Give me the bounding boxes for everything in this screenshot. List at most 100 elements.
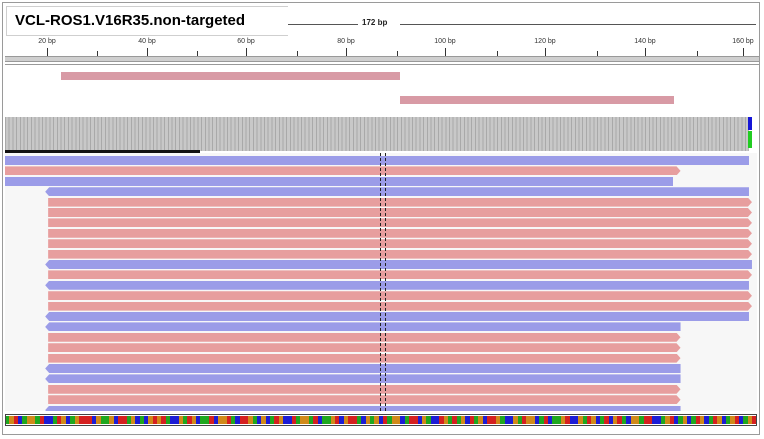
sequence-base: [35, 416, 40, 424]
read-alignment[interactable]: [48, 343, 680, 352]
sequence-base: [378, 416, 383, 424]
sequence-base: [491, 416, 496, 424]
ruler-minor-tick: [397, 51, 398, 56]
sequence-base: [474, 416, 479, 424]
sequence-base: [673, 416, 679, 424]
sequence-base: [126, 416, 131, 424]
sequence-base: [747, 416, 753, 424]
ruler-minor-tick: [697, 51, 698, 56]
ruler-tick: [147, 48, 148, 56]
sequence-base: [183, 416, 188, 424]
sequence-base: [552, 416, 557, 424]
read-alignment[interactable]: [48, 229, 752, 238]
sequence-base: [526, 416, 531, 424]
sequence-base: [587, 416, 592, 424]
sequence-base: [48, 416, 53, 424]
read-alignment[interactable]: [5, 166, 681, 175]
sequence-base: [265, 416, 270, 424]
sequence-base: [626, 416, 631, 424]
read-alignment[interactable]: [45, 312, 749, 321]
read-alignment[interactable]: [48, 239, 752, 248]
read-alignment[interactable]: [45, 260, 752, 269]
read-alignment[interactable]: [48, 291, 752, 300]
sequence-base: [691, 416, 696, 424]
sequence-base: [700, 416, 705, 424]
sequence-base: [639, 416, 644, 424]
sequence-base: [343, 416, 349, 424]
sequence-base: [26, 416, 32, 424]
span-label: 172 bp: [362, 18, 388, 27]
read-alignment[interactable]: [45, 187, 749, 197]
read-alignment[interactable]: [48, 385, 680, 394]
sequence-base: [365, 416, 370, 424]
sequence-base: [556, 416, 561, 424]
read-alignment[interactable]: [48, 270, 752, 279]
ruler-tick-label: 20 bp: [38, 38, 56, 45]
sequence-base: [91, 416, 97, 424]
ruler-tick: [246, 48, 247, 56]
sequence-base: [713, 416, 718, 424]
sequence-base: [461, 416, 466, 424]
sequence-base: [83, 416, 88, 424]
sequence-base: [678, 416, 683, 424]
sequence-base: [135, 416, 140, 424]
sequence-base: [122, 416, 127, 424]
sequence-base: [287, 416, 292, 424]
sequence-base: [582, 416, 588, 424]
read-alignment[interactable]: [48, 208, 752, 217]
sequence-base: [361, 416, 366, 424]
read-alignment[interactable]: [45, 322, 681, 332]
sequence-base: [339, 416, 344, 424]
sequence-base: [18, 416, 23, 424]
sequence-base: [452, 416, 457, 424]
coverage-snp-green: [748, 131, 752, 148]
read-alignment[interactable]: [45, 280, 749, 290]
sequence-base: [730, 416, 735, 424]
sequence-base: [65, 416, 71, 424]
alignment-track[interactable]: [5, 153, 757, 411]
read-alignment[interactable]: [48, 395, 680, 404]
sequence-base: [100, 416, 105, 424]
sequence-base: [617, 416, 622, 424]
sequence-base: [248, 416, 253, 424]
sequence-base: [309, 416, 314, 424]
read-alignment[interactable]: [48, 354, 680, 363]
ruler-minor-tick: [497, 51, 498, 56]
read-alignment[interactable]: [48, 218, 752, 227]
sequence-base: [352, 416, 357, 424]
sequence-base: [591, 416, 596, 424]
sequence-base: [647, 416, 653, 424]
read-alignment[interactable]: [45, 405, 681, 411]
read-alignment[interactable]: [45, 364, 681, 373]
sequence-base: [204, 416, 210, 424]
coverage-snp-blue: [748, 117, 752, 130]
sequence-base: [669, 416, 674, 424]
sequence-base: [178, 416, 184, 424]
read-alignment[interactable]: [48, 198, 752, 207]
coverage-track[interactable]: [5, 117, 749, 151]
center-guide-right: [385, 153, 386, 411]
read-alignment[interactable]: [48, 333, 680, 342]
read-alignment[interactable]: [5, 156, 749, 165]
sequence-base: [283, 416, 288, 424]
sequence-base: [374, 416, 379, 424]
feature-left[interactable]: [61, 72, 400, 80]
sequence-base: [278, 416, 283, 424]
read-alignment[interactable]: [48, 250, 752, 259]
sequence-base: [57, 416, 62, 424]
feature-right[interactable]: [400, 96, 674, 104]
read-alignment[interactable]: [48, 302, 752, 311]
sequence-base: [117, 416, 123, 424]
sequence-base: [252, 416, 257, 424]
read-alignment[interactable]: [5, 176, 674, 186]
sequence-base: [752, 416, 757, 424]
ruler-tick: [445, 48, 446, 56]
read-alignment[interactable]: [45, 374, 681, 384]
sequence-base: [478, 416, 483, 424]
sequence-base: [643, 416, 648, 424]
ruler-tick: [47, 48, 48, 56]
sequence-track[interactable]: [5, 416, 757, 424]
sequence-base: [9, 416, 14, 424]
sequence-base: [217, 416, 223, 424]
sequence-base: [400, 416, 405, 424]
